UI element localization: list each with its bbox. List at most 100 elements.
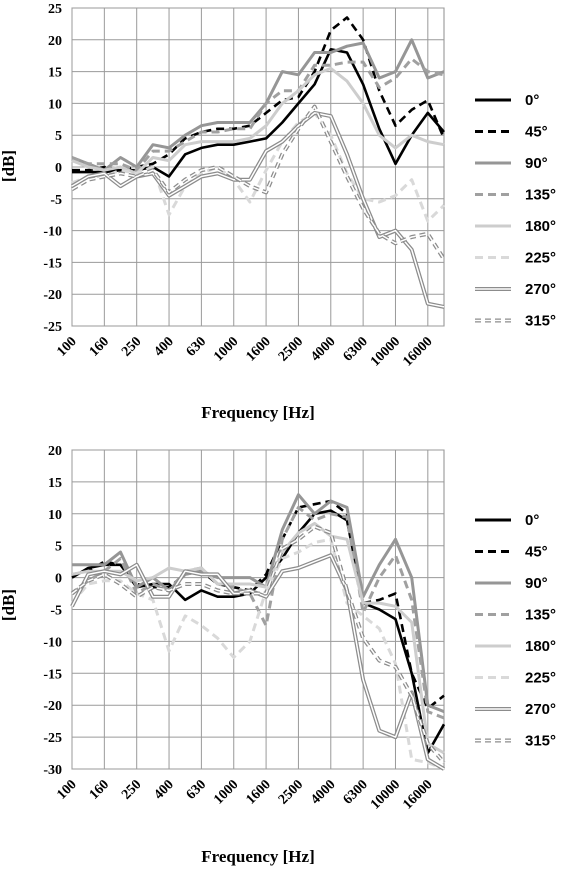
series-line <box>72 493 445 713</box>
series-line <box>71 66 445 175</box>
x-tick-label: 250 <box>119 334 144 359</box>
y-tick-label: 10 <box>48 508 62 523</box>
x-axis-title: Frequency [Hz] <box>201 403 314 422</box>
series-45deg <box>72 16 446 172</box>
series-90deg <box>72 493 445 713</box>
x-tick-label: 16000 <box>400 334 435 369</box>
x-tick-label: 100 <box>54 334 79 359</box>
y-tick-label: -15 <box>43 256 62 271</box>
legend-label: 45° <box>525 124 548 141</box>
legend-label: 315° <box>525 733 556 750</box>
x-tick-label: 400 <box>151 334 176 359</box>
y-tick-label: 15 <box>48 66 62 81</box>
series-line <box>71 505 445 720</box>
series-270deg <box>70 110 445 309</box>
x-tick-label: 4000 <box>308 777 338 807</box>
series-line-inner <box>71 105 445 260</box>
series-315deg <box>70 104 446 261</box>
y-tick-label: -25 <box>43 731 62 746</box>
series-315deg <box>70 524 446 764</box>
x-tick-label: 1600 <box>244 334 274 364</box>
y-tick-label: -20 <box>43 699 62 714</box>
legend-label: 90° <box>525 155 548 172</box>
series-225deg <box>70 537 445 771</box>
y-tick-label: 20 <box>48 444 62 459</box>
series-line <box>71 57 445 172</box>
series-line-inner <box>71 112 445 308</box>
y-tick-label: 0 <box>55 572 62 587</box>
y-tick-label: -20 <box>43 288 62 303</box>
legend-label: 225° <box>525 670 556 687</box>
series-line <box>71 521 445 755</box>
x-tick-label: 10000 <box>368 334 403 369</box>
chart-2: -30 -25 -20 -15 -10 -5 0 5 10 15 20 100 160 250 400 630… <box>0 444 556 866</box>
x-tick-label: 400 <box>151 777 176 802</box>
x-tick-label: 1000 <box>211 334 241 364</box>
x-tick-label: 1000 <box>211 777 241 807</box>
legend-label: 315° <box>525 313 556 330</box>
x-tick-label: 2500 <box>276 334 306 364</box>
y-tick-label: 20 <box>48 34 62 49</box>
y-tick-label: -30 <box>43 763 62 778</box>
x-tick-label: 630 <box>184 334 209 359</box>
legend-label: 180° <box>525 638 556 655</box>
series-0deg <box>71 509 446 755</box>
x-tick-label: 1600 <box>244 777 274 807</box>
y-tick-label: 0 <box>55 161 62 176</box>
y-axis-title: [dB] <box>0 150 18 182</box>
legend-label: 0° <box>525 92 539 109</box>
series-line <box>71 111 446 223</box>
legend-label: 90° <box>525 575 548 592</box>
series-line <box>71 38 445 172</box>
y-tick-label: -15 <box>43 667 62 682</box>
y-tick-label: 5 <box>55 540 62 555</box>
x-tick-label: 160 <box>87 334 112 359</box>
legend-label: 270° <box>525 701 556 718</box>
x-tick-label: 6300 <box>341 334 371 364</box>
y-tick-label: -5 <box>50 193 62 208</box>
y-tick-label: -25 <box>43 320 62 335</box>
x-tick-label: 6300 <box>341 777 371 807</box>
y-tick-label: 10 <box>48 97 62 112</box>
y-tick-label: -5 <box>50 604 62 619</box>
legend-label: 135° <box>525 607 556 624</box>
x-tick-label: 100 <box>54 777 79 802</box>
legend: 0° 45° 90° 135° 180° 225° 270° 315° <box>475 512 556 750</box>
legend-label: 135° <box>525 187 556 204</box>
x-tick-label: 2500 <box>276 777 306 807</box>
series-line <box>72 47 445 178</box>
legend: 0° 45° 90° 135° 180° 225° 270° 315° <box>475 92 556 330</box>
y-axis-title: [dB] <box>0 589 18 621</box>
x-tick-label: 10000 <box>368 777 403 812</box>
x-tick-label: 160 <box>87 777 112 802</box>
series-135deg <box>71 57 445 172</box>
series-line-inner <box>71 525 445 764</box>
series-line-outer <box>70 524 446 764</box>
series-180deg <box>71 66 445 175</box>
x-tick-label: 630 <box>184 777 209 802</box>
series-225deg <box>71 111 446 223</box>
x-tick-label: 4000 <box>308 334 338 364</box>
legend-label: 180° <box>525 218 556 235</box>
legend-label: 45° <box>525 544 548 561</box>
series-line <box>70 537 445 771</box>
legend-label: 0° <box>525 512 539 529</box>
x-tick-label: 250 <box>119 777 144 802</box>
series-line <box>72 16 446 172</box>
y-tick-label: 5 <box>55 129 62 144</box>
series-0deg <box>72 47 445 178</box>
series-line <box>71 509 446 755</box>
series-90deg <box>71 38 445 172</box>
legend-label: 270° <box>525 281 556 298</box>
y-tick-label: -10 <box>43 225 62 240</box>
y-tick-label: 25 <box>48 2 62 17</box>
legend-label: 225° <box>525 250 556 267</box>
series-135deg <box>71 505 445 720</box>
x-tick-label: 16000 <box>400 777 435 812</box>
series-180deg <box>71 521 445 755</box>
y-tick-label: -10 <box>43 635 62 650</box>
x-axis-title: Frequency [Hz] <box>201 847 314 866</box>
y-tick-label: 15 <box>48 476 62 491</box>
